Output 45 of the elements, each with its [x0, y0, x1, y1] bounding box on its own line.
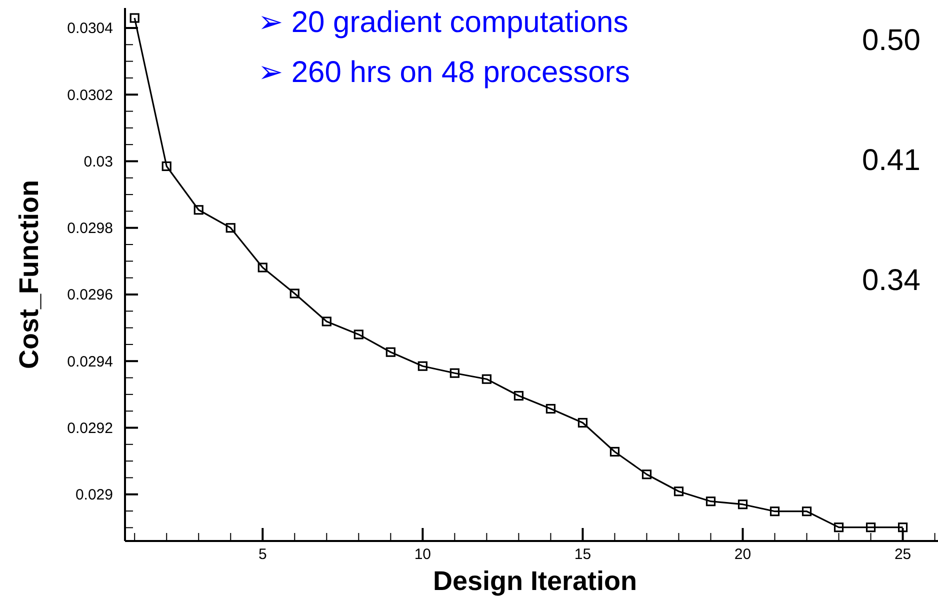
- y-tick-label: 0.0298: [67, 220, 113, 238]
- y-tick-label: 0.0304: [67, 20, 113, 38]
- y-tick-label: 0.0294: [67, 353, 113, 370]
- x-tick-label: 25: [894, 546, 912, 563]
- point: [802, 506, 812, 516]
- point: [674, 486, 684, 496]
- y-tick-label: 0.029: [75, 486, 113, 504]
- point: [738, 500, 748, 510]
- point: [834, 522, 844, 532]
- annotation: 0.41: [862, 144, 920, 177]
- point: [642, 470, 652, 480]
- y-tick-label: 0.0302: [67, 86, 113, 104]
- x-tick-label: 20: [734, 546, 752, 563]
- point: [226, 223, 236, 233]
- point: [162, 161, 172, 172]
- point: [130, 13, 140, 23]
- annotation: ➢ 20 gradient computations: [258, 6, 628, 39]
- point: [322, 316, 332, 326]
- point: [546, 404, 556, 414]
- x-axis-title: Design Iteration: [432, 566, 638, 596]
- point: [386, 347, 396, 357]
- point: [898, 522, 908, 532]
- point: [194, 205, 204, 215]
- point: [514, 390, 524, 401]
- point: [770, 506, 780, 516]
- y-axis-title: Cost_Function: [14, 180, 44, 369]
- annotation: ➢ 260 hrs on 48 processors: [258, 56, 630, 89]
- point: [258, 262, 268, 272]
- x-tick-label: 5: [258, 546, 267, 563]
- point: [706, 496, 716, 506]
- x-tick-label: 10: [414, 546, 432, 563]
- point: [354, 330, 364, 340]
- x-tick-label: 15: [574, 546, 592, 563]
- annotation: 0.34: [862, 264, 920, 297]
- point: [290, 288, 300, 298]
- y-tick-label: 0.0292: [67, 420, 113, 437]
- point: [482, 374, 492, 384]
- point: [578, 418, 588, 428]
- y-tick-label: 0.03: [84, 153, 113, 170]
- point: [418, 361, 428, 371]
- point: [450, 368, 460, 378]
- point: [610, 446, 620, 457]
- point: [866, 522, 876, 532]
- y-tick-label: 0.0296: [67, 286, 113, 304]
- annotation: 0.50: [862, 24, 920, 57]
